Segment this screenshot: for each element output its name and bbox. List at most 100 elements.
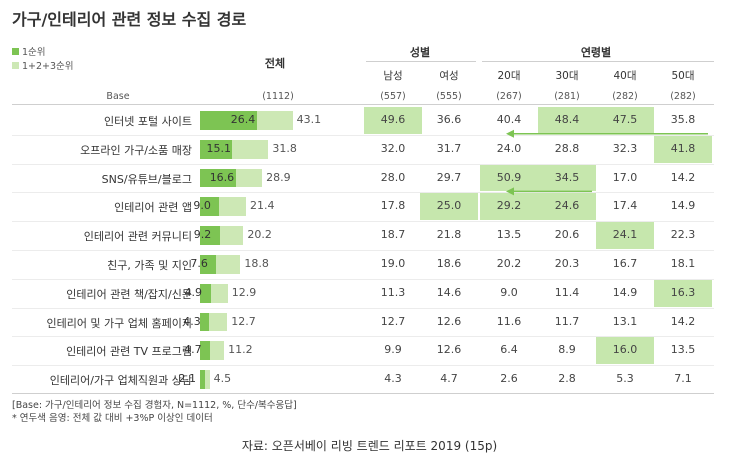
legend-item-rank1: 1순위: [12, 46, 74, 60]
table-cell: 12.7: [380, 314, 406, 328]
row-label: SNS/유튜브/블로그: [101, 172, 192, 186]
column-base: (557): [380, 91, 406, 102]
legend-label-rank1: 1순위: [22, 47, 46, 58]
table-cell: 36.6: [436, 113, 462, 126]
row-label: 오프라인 가구/소품 매장: [80, 143, 192, 157]
table-bottom-divider: [12, 393, 714, 394]
table-cell: 17.0: [612, 170, 638, 184]
legend-swatch-rank123: [12, 62, 19, 69]
base-total: (1112): [262, 91, 294, 102]
table-cell: 14.9: [612, 285, 638, 299]
table-cell: 22.3: [670, 228, 696, 242]
bar-rank1: [200, 341, 211, 361]
column-header: 20대: [497, 70, 521, 82]
row-divider: [12, 336, 714, 338]
row-divider: [12, 134, 714, 136]
column-base: (281): [554, 91, 580, 102]
highlight-cell: [538, 107, 596, 134]
table-cell: 11.7: [554, 314, 580, 328]
table-cell: 32.0: [380, 141, 406, 155]
bar-rank1-label: 16.6: [209, 170, 235, 184]
bar-rank1: [200, 197, 220, 217]
highlight-cell: [480, 193, 538, 221]
row-label: 인테리어 관련 TV 프로그램: [66, 345, 192, 359]
bar-rank1: [200, 226, 220, 245]
highlight-cell: [538, 164, 596, 192]
table-cell: 18.6: [436, 257, 462, 270]
table-cell: 17.4: [612, 199, 638, 213]
bar-rank123-label: 4.5: [213, 372, 232, 386]
row-label: 인테리어 관련 커뮤니티: [83, 230, 192, 244]
bar-rank123-label: 12.7: [231, 314, 256, 328]
table-cell: 4.3: [384, 372, 402, 386]
row-label: 인터넷 포털 사이트: [104, 115, 192, 128]
table-cell: 50.9: [496, 170, 522, 184]
table-cell: 11.3: [380, 285, 406, 299]
row-label: 인테리어 관련 앱: [114, 201, 192, 215]
highlight-cell: [538, 193, 596, 221]
bar-rank1-label: 26.4: [230, 113, 256, 126]
header-age: 연령별: [580, 46, 612, 59]
table-cell: 8.9: [558, 343, 576, 357]
table-cell: 28.0: [380, 170, 406, 184]
age-underline: [482, 61, 714, 62]
bar-rank1: [200, 283, 211, 303]
header-gender: 성별: [409, 46, 431, 59]
column-base: (282): [670, 91, 696, 102]
bar-rank1: [200, 312, 210, 332]
table-cell: 21.8: [436, 228, 462, 242]
source-caption: 자료: 오픈서베이 리빙 트렌드 리포트 2019 (15p): [241, 439, 498, 453]
bar-rank123-label: 43.1: [296, 113, 322, 126]
table-cell: 41.8: [670, 141, 696, 155]
table-cell: 13.1: [612, 314, 638, 328]
legend-label-rank123: 1+2+3순위: [22, 61, 74, 72]
note-highlight: * 연두색 음영: 전체 값 대비 +3%P 이상인 데이터: [12, 413, 213, 424]
bar-rank1: [200, 111, 257, 130]
table-cell: 7.1: [674, 372, 692, 386]
column-header: 남성: [383, 70, 403, 82]
column-header: 여성: [439, 70, 459, 82]
table-cell: 29.2: [496, 199, 522, 213]
highlight-cell: [654, 279, 712, 307]
table-cell: 16.3: [670, 285, 696, 299]
bar-rank123-label: 20.2: [247, 228, 272, 242]
table-cell: 32.3: [612, 141, 638, 155]
table-cell: 20.2: [496, 257, 522, 270]
column-header: 40대: [613, 70, 637, 82]
table-cell: 4.7: [440, 372, 458, 386]
highlight-cell: [364, 107, 422, 134]
bar-rank123-label: 21.4: [250, 199, 275, 213]
bar-rank123-label: 12.9: [231, 285, 257, 299]
table-cell: 2.6: [500, 372, 518, 386]
gender-underline: [366, 61, 476, 62]
note-base: [Base: 가구/인테리어 정보 수집 경험자, N=1112, %, 단수/…: [12, 400, 297, 411]
trend-arrow-head: [506, 129, 514, 138]
table-cell: 24.0: [496, 141, 522, 155]
table-cell: 40.4: [496, 113, 522, 126]
row-divider: [12, 192, 714, 194]
row-divider: [12, 278, 714, 280]
bar-rank1-label: 4.9: [184, 285, 203, 299]
bar-rank123: [200, 370, 210, 389]
bar-rank1-label: 2.1: [178, 372, 197, 386]
bar-rank1-label: 4.3: [183, 314, 201, 328]
table-cell: 12.6: [436, 343, 462, 357]
row-label: 친구, 가족 및 지인: [107, 259, 192, 272]
table-cell: 11.6: [496, 314, 522, 328]
column-base: (267): [496, 91, 522, 102]
highlight-cell: [420, 193, 478, 221]
table-cell: 18.1: [670, 257, 696, 270]
table-cell: 14.9: [670, 199, 696, 213]
table-cell: 20.3: [554, 257, 580, 270]
column-base: (555): [436, 91, 462, 102]
row-divider: [12, 221, 714, 223]
row-divider: [12, 250, 714, 251]
table-cell: 14.6: [436, 285, 462, 299]
table-cell: 34.5: [554, 170, 580, 184]
column-base: (282): [612, 91, 638, 102]
bar-rank1-label: 7.6: [190, 257, 208, 270]
table-cell: 47.5: [612, 113, 638, 126]
table-cell: 9.0: [500, 285, 518, 299]
row-divider: [12, 307, 714, 309]
column-header: 30대: [555, 70, 579, 82]
